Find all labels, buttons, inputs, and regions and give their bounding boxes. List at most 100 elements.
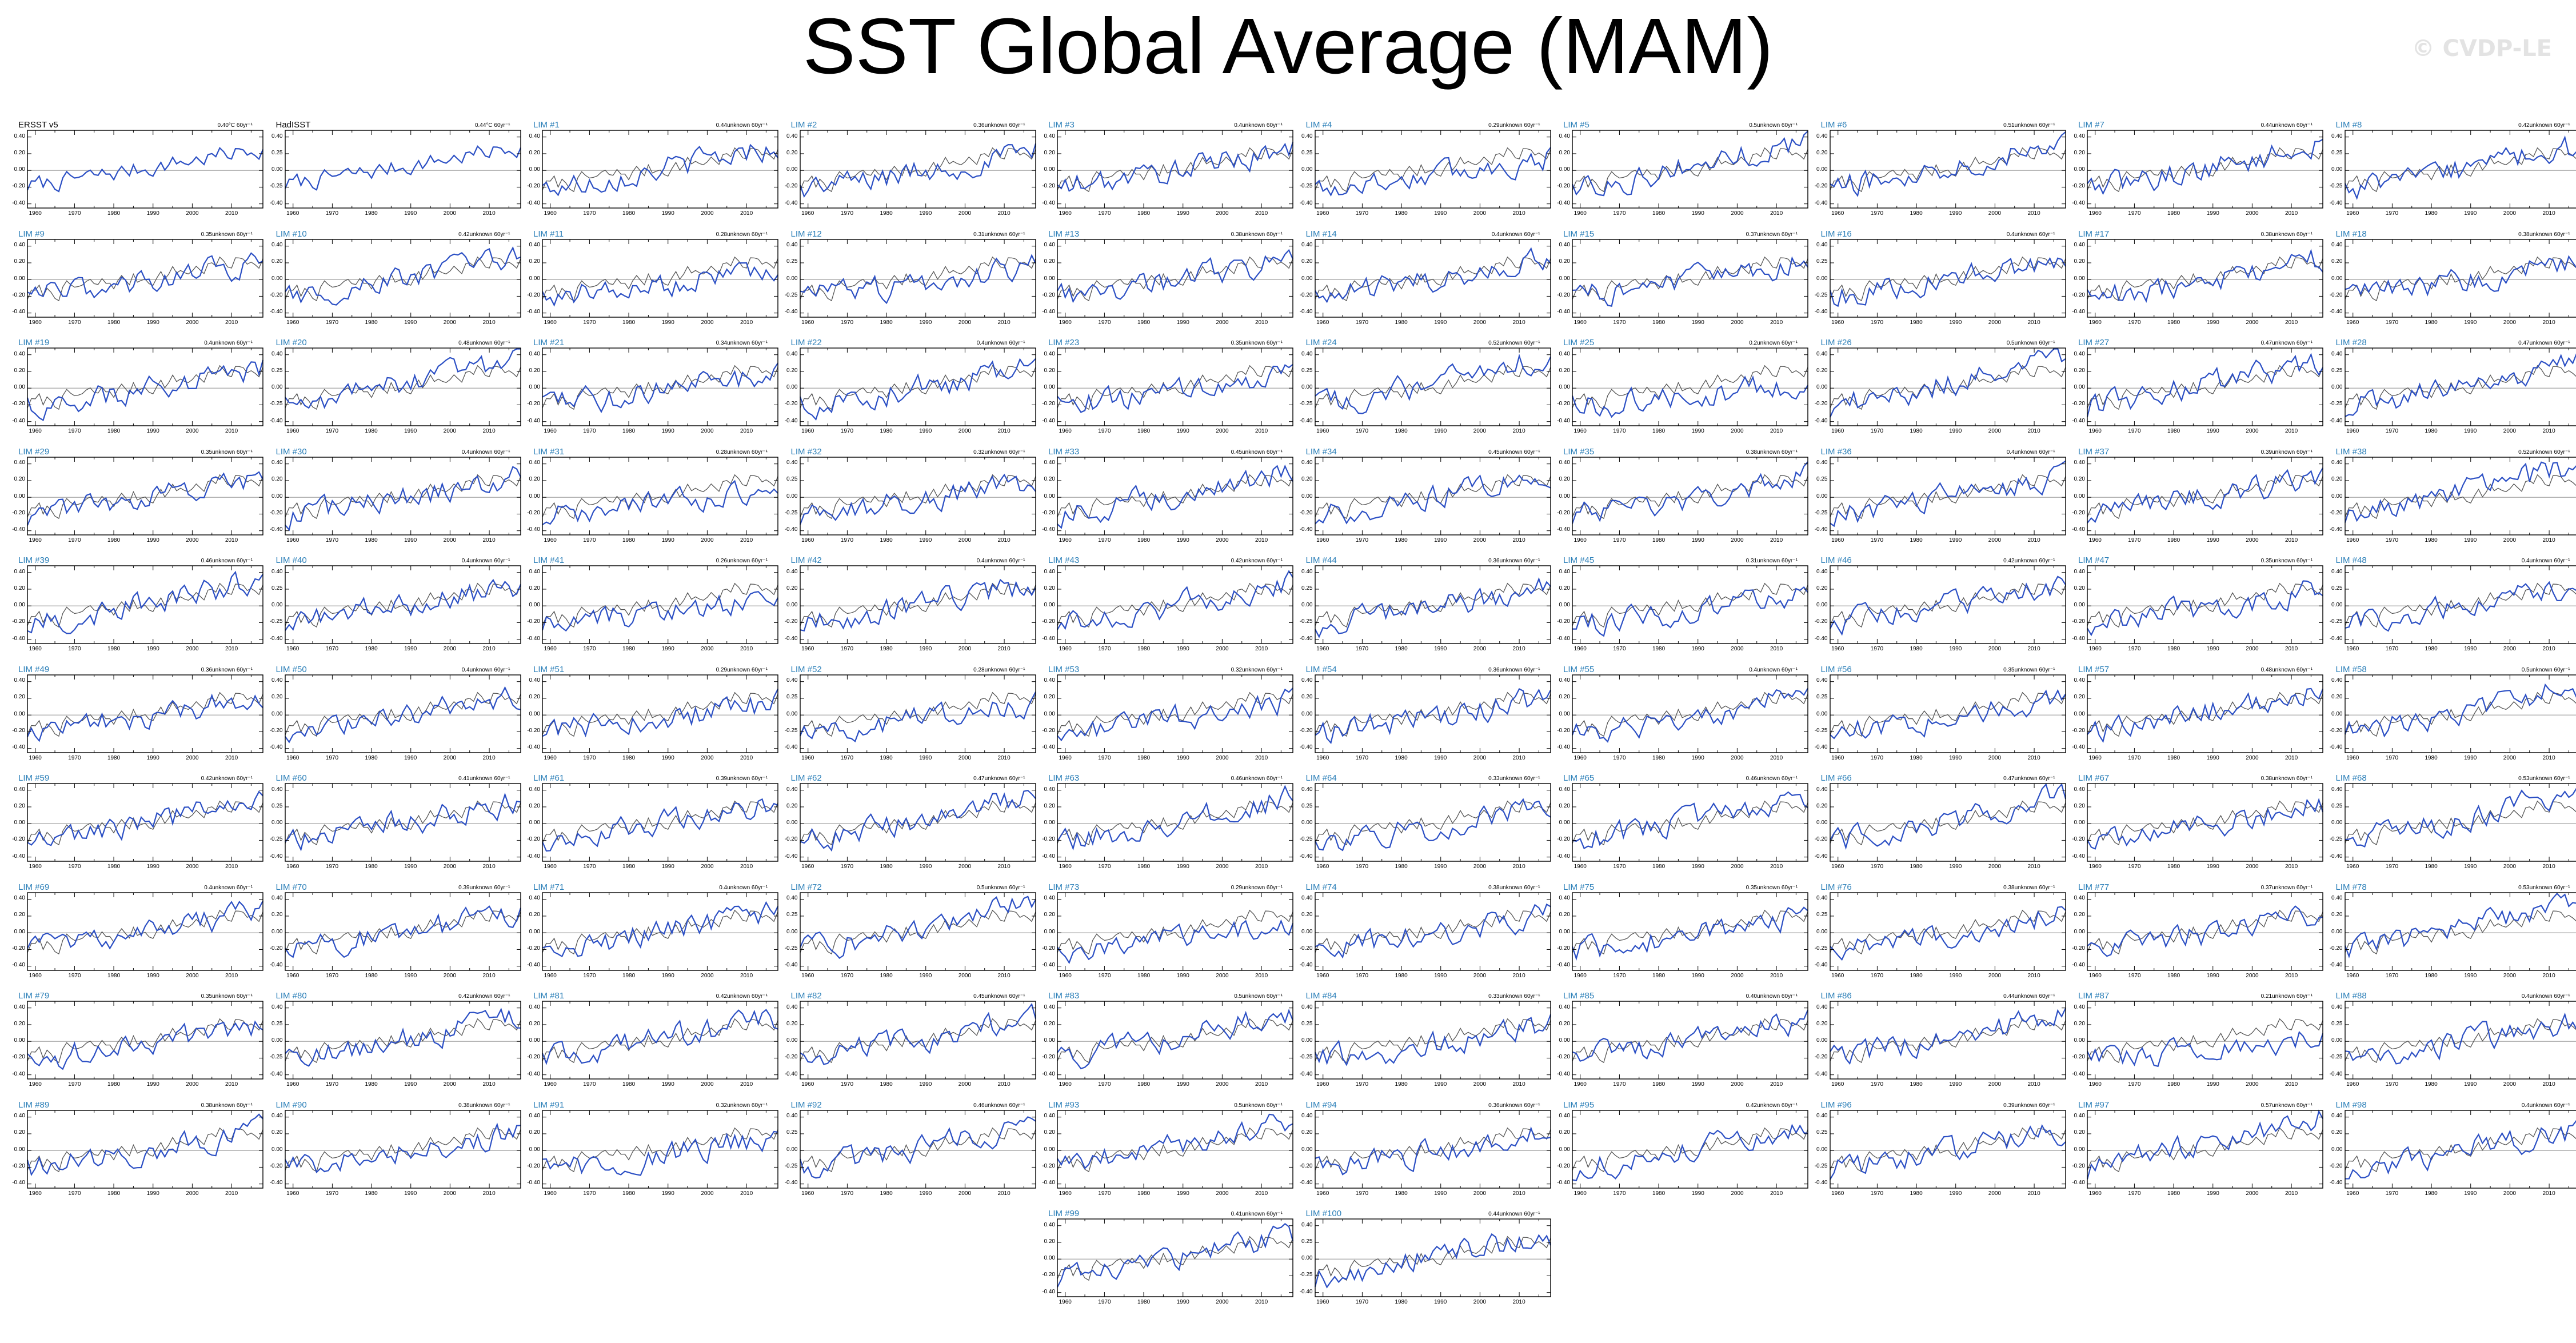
plot-frame: [1572, 130, 1808, 209]
series-line: [800, 578, 1036, 631]
x-tick-label: 1960: [1831, 646, 1844, 652]
y-tick-label: 0.40: [529, 242, 540, 249]
y-tick-label: -0.20: [1557, 618, 1570, 625]
obs-series-line: [799, 1018, 1036, 1064]
panel-title: LIM #55: [1563, 664, 1595, 674]
x-tick-label: 1960: [1316, 754, 1329, 761]
obs-series-line: [27, 1018, 263, 1064]
y-tick-label: 0.40: [271, 568, 283, 575]
x-tick-label: 2010: [1770, 972, 1783, 979]
obs-series-line: [284, 1127, 521, 1172]
panel-title: LIM #70: [275, 882, 307, 892]
obs-series-line: [2087, 800, 2323, 846]
y-tick-label: -0.20: [527, 945, 540, 952]
x-tick-label: 1960: [801, 428, 814, 434]
plot-frame: [799, 1001, 1036, 1080]
x-tick-label: 1970: [1870, 537, 1884, 543]
y-tick-label: 0.40: [1816, 786, 1828, 793]
series-line: [284, 792, 521, 852]
x-tick-label: 1990: [661, 1190, 674, 1197]
series-line: [542, 262, 778, 307]
y-tick-label: 0.20: [1559, 149, 1570, 156]
y-tick-label: 0.40: [2331, 786, 2343, 793]
panel-title: LIM #79: [18, 991, 50, 1001]
obs-series-line: [1057, 1018, 1293, 1064]
y-tick-label: 0.20: [2074, 258, 2085, 265]
panel-trend: 0.42unknown 60yr⁻¹: [201, 776, 253, 782]
y-tick-label: 0.00: [786, 493, 798, 499]
plot-area: [284, 565, 521, 644]
x-tick-label: 2010: [482, 646, 496, 652]
obs-series-line: [799, 365, 1036, 410]
y-tick-label: 0.20: [1044, 912, 1055, 918]
x-tick-label: 1980: [1910, 646, 1923, 652]
y-tick-label: 0.00: [2331, 820, 2343, 826]
x-tick-label: 2010: [997, 1081, 1011, 1088]
panel-title: LIM #43: [1048, 555, 1080, 565]
y-tick-label: 0.20: [1044, 585, 1055, 591]
y-tick-label: -0.20: [527, 1054, 540, 1061]
panel-trend: 0.5unknown 60yr⁻¹: [2006, 340, 2055, 346]
obs-series-line: [1829, 147, 2066, 193]
y-tick-label: 0.40: [1044, 895, 1055, 902]
obs-series-line: [2087, 147, 2323, 193]
obs-series-line: [1314, 800, 1551, 846]
x-tick-label: 1970: [2385, 864, 2399, 870]
y-tick-label: -0.20: [12, 291, 25, 298]
plot-area: [799, 130, 1036, 209]
x-tick-label: 2010: [740, 1081, 753, 1088]
plot-area: [1314, 238, 1551, 318]
y-tick-label: -0.40: [269, 526, 283, 533]
series-line: [2344, 892, 2576, 958]
y-tick-label: 0.40: [529, 133, 540, 139]
y-tick-label: 0.40: [2074, 895, 2085, 902]
x-tick-label: 1980: [1395, 428, 1408, 434]
x-tick-label: 2000: [1216, 428, 1229, 434]
chart-panel: LIM #6 0.51unknown 60yr⁻¹ 0.40 0.20 0.00 -0.2…: [1813, 120, 2071, 228]
y-tick-label: -0.40: [527, 1070, 540, 1077]
y-tick-label: -0.40: [527, 853, 540, 860]
plot-frame: [542, 674, 778, 753]
y-tick-label: 0.00: [1559, 710, 1570, 717]
x-tick-label: 2000: [1731, 428, 1744, 434]
y-tick-label: 0.25: [271, 585, 283, 591]
x-tick-label: 2010: [1770, 754, 1783, 761]
y-tick-label: -0.20: [2072, 291, 2085, 298]
plot-frame: [1829, 1001, 2066, 1080]
obs-series-line: [284, 474, 521, 519]
obs-series-line: [542, 1127, 778, 1172]
plot-area: [1057, 783, 1293, 862]
plot-frame: [1314, 347, 1551, 426]
panel-title: LIM #27: [2078, 338, 2110, 347]
x-tick-label: 2000: [701, 428, 714, 434]
panel-title: LIM #83: [1048, 991, 1080, 1001]
y-tick-label: 0.00: [14, 820, 25, 826]
plot-frame: [2344, 565, 2576, 644]
y-tick-label: 0.20: [529, 1129, 540, 1136]
x-tick-label: 2000: [2246, 864, 2259, 870]
y-tick-label: 0.20: [1301, 694, 1313, 701]
chart-panel: LIM #22 0.4unknown 60yr⁻¹ 0.40 0.20 0.00 -0.2…: [783, 338, 1041, 446]
y-tick-label: -0.40: [1299, 1070, 1313, 1077]
x-tick-label: 2010: [1512, 428, 1525, 434]
x-tick-label: 1970: [1098, 864, 1111, 870]
y-tick-label: 0.40: [1816, 677, 1828, 684]
plot-area: [27, 783, 263, 862]
chart-panel: LIM #78 0.53unknown 60yr⁻¹ 0.40 0.20 0.00 -0.…: [2328, 882, 2576, 990]
y-tick-label: 0.40: [1301, 786, 1313, 793]
x-tick-label: 1980: [2425, 646, 2438, 652]
x-tick-label: 1960: [1831, 537, 1844, 543]
x-tick-label: 1980: [365, 537, 378, 543]
y-tick-label: 0.00: [1301, 166, 1313, 173]
panel-title: LIM #40: [275, 555, 307, 565]
y-tick-label: 0.20: [2074, 149, 2085, 156]
plot-area: [542, 674, 778, 753]
y-tick-label: -0.40: [12, 1070, 25, 1077]
panel-trend: 0.45unknown 60yr⁻¹: [1231, 449, 1283, 455]
obs-series-line: [799, 909, 1036, 954]
y-tick-label: -0.40: [12, 962, 25, 969]
y-tick-label: 0.20: [2074, 694, 2085, 701]
series-line: [27, 1020, 263, 1070]
panel-title: LIM #17: [2078, 229, 2110, 239]
y-tick-label: 0.40: [14, 242, 25, 249]
